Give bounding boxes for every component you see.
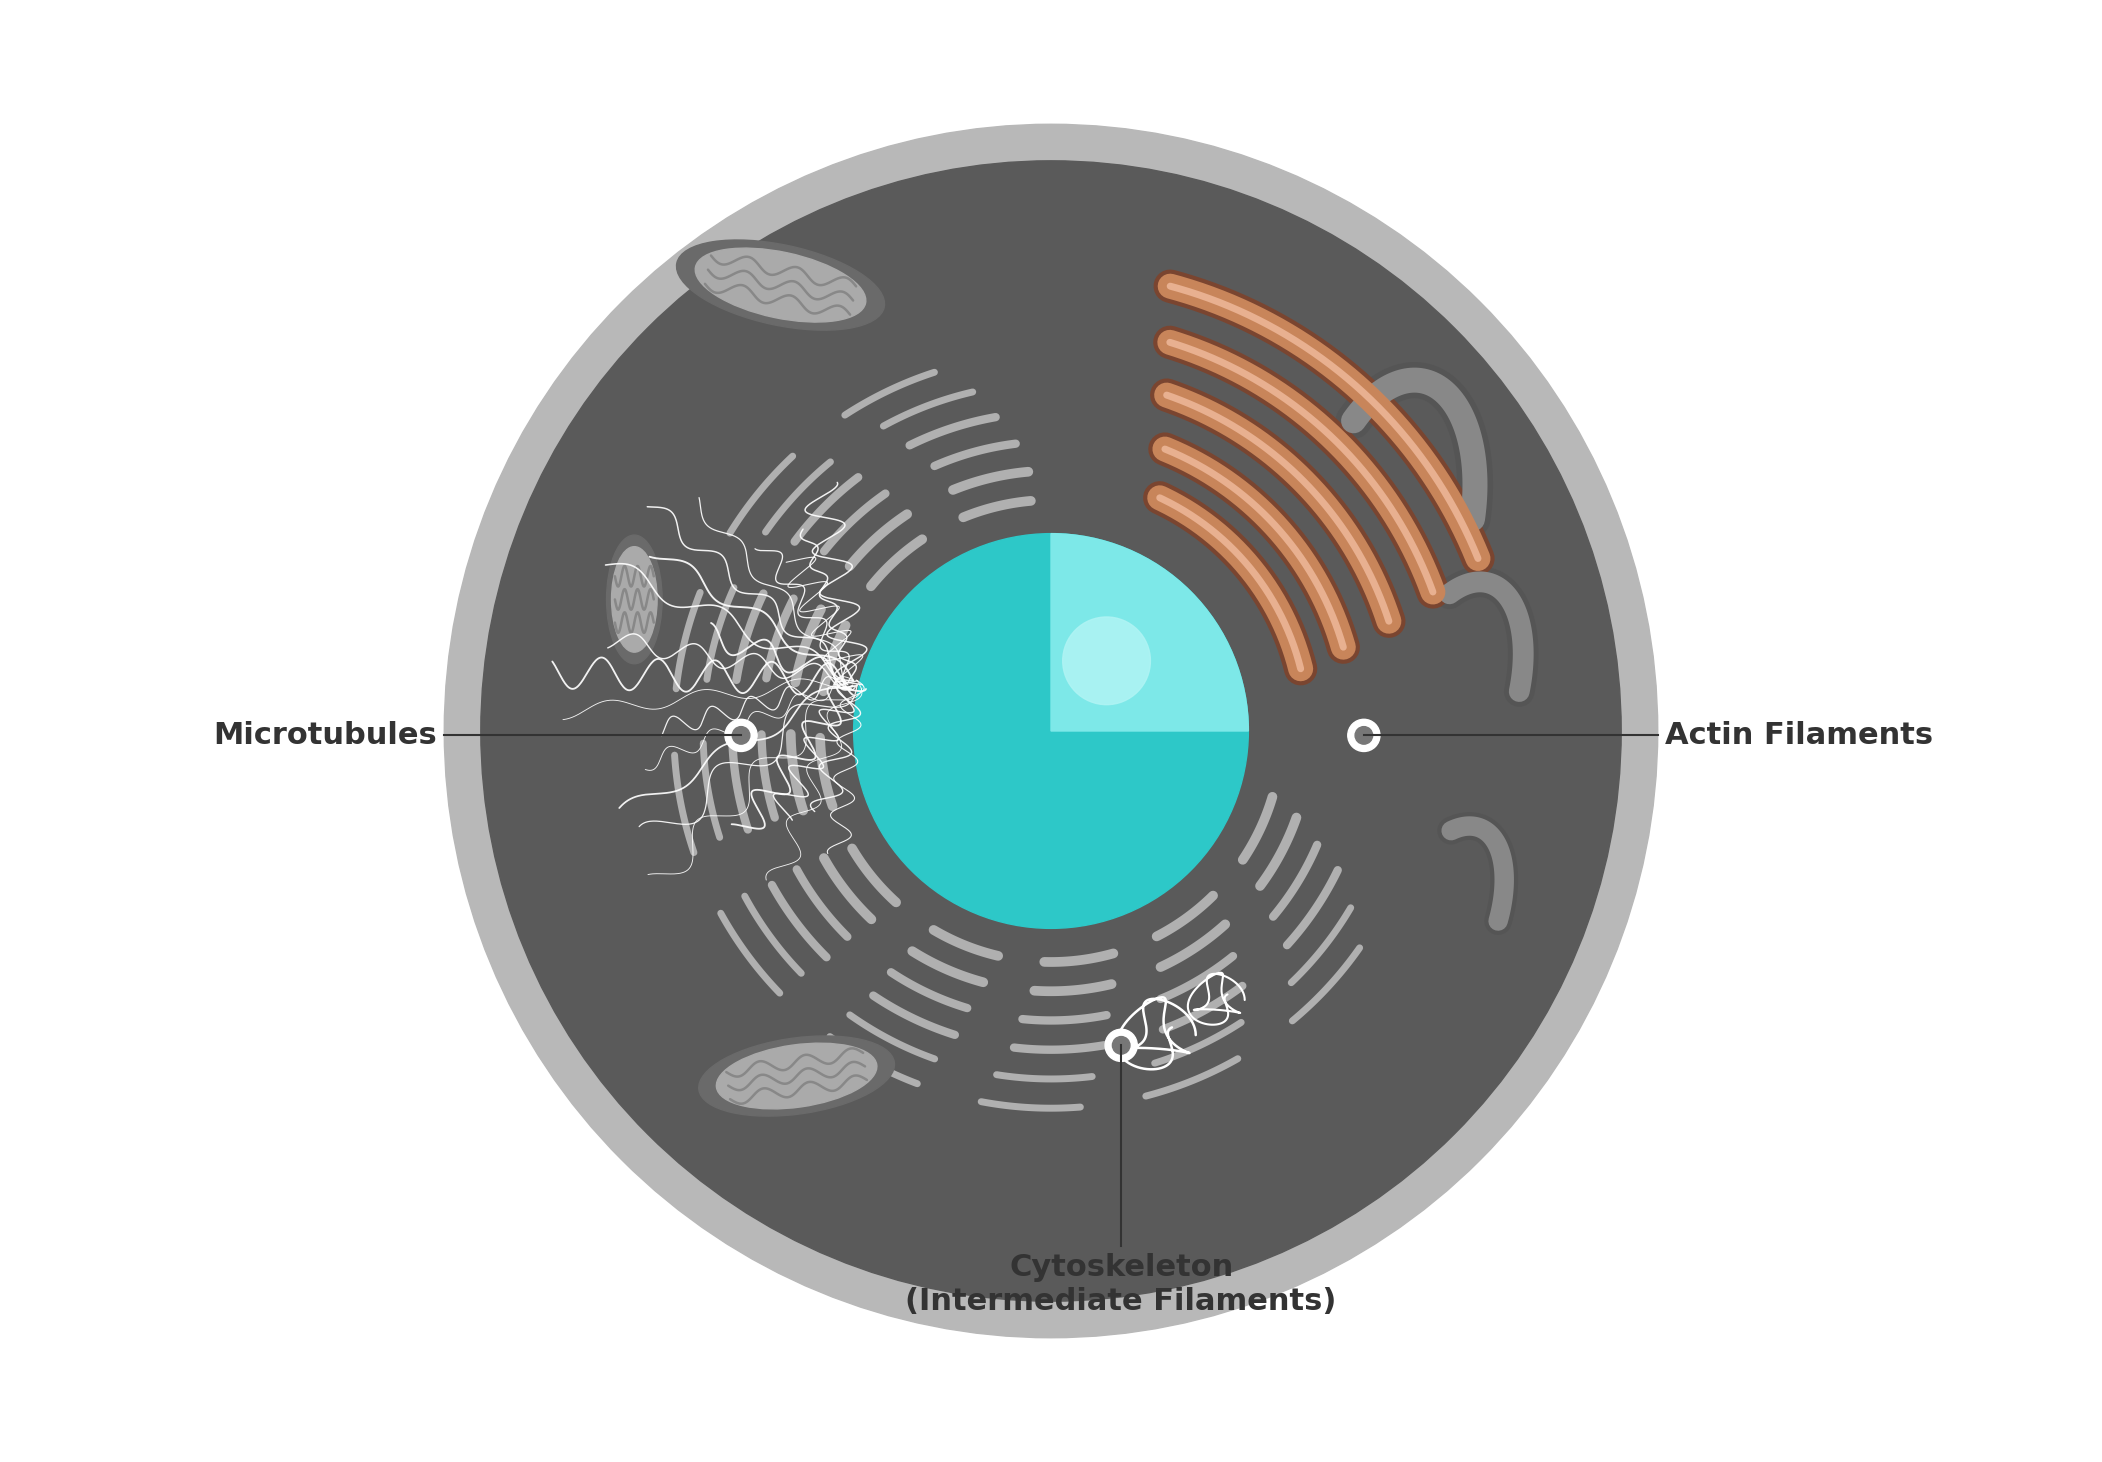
Ellipse shape [607, 535, 662, 664]
Ellipse shape [696, 249, 866, 322]
Circle shape [1106, 1029, 1137, 1061]
Text: Microtubules: Microtubules [212, 721, 437, 750]
Circle shape [725, 719, 757, 751]
Text: Actin Filaments: Actin Filaments [1665, 721, 1934, 750]
Text: Cytoskeleton
(Intermediate Filaments): Cytoskeleton (Intermediate Filaments) [906, 1253, 1337, 1316]
Circle shape [1064, 617, 1150, 705]
Circle shape [481, 161, 1621, 1301]
Ellipse shape [612, 547, 658, 652]
Circle shape [853, 534, 1249, 928]
Wedge shape [1051, 534, 1249, 731]
Ellipse shape [717, 1044, 877, 1108]
Circle shape [731, 727, 750, 744]
Circle shape [1356, 727, 1373, 744]
Ellipse shape [698, 1037, 895, 1116]
Circle shape [1112, 1037, 1131, 1054]
Circle shape [1347, 719, 1379, 751]
Ellipse shape [677, 240, 885, 330]
Circle shape [444, 124, 1658, 1338]
